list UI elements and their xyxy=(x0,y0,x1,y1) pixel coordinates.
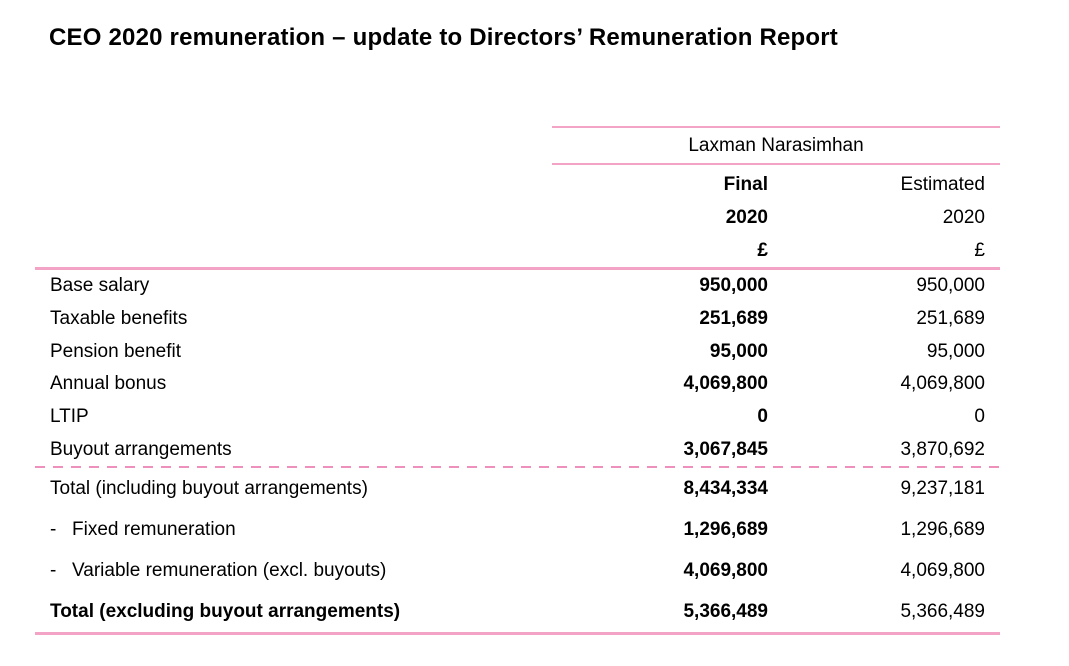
table-row: LTIP 0 0 xyxy=(35,401,1000,434)
table-row: Total (excluding buyout arrangements) 5,… xyxy=(35,591,1000,632)
final-value: 8,434,334 xyxy=(683,477,768,499)
row-label-text: Variable remuneration (excl. buyouts) xyxy=(72,559,387,581)
row-label: Pension benefit xyxy=(50,340,181,362)
column-header-spacer xyxy=(35,168,552,267)
final-value: 3,067,845 xyxy=(683,438,768,460)
table-row: - Variable remuneration (excl. buyouts) 4… xyxy=(35,550,1000,591)
group-header-spacer xyxy=(35,126,552,165)
row-label: Total (including buyout arrangements) xyxy=(35,478,552,500)
page-title: CEO 2020 remuneration – update to Direct… xyxy=(49,24,838,51)
row-label: Base salary xyxy=(50,275,150,297)
row-label: - Variable remuneration (excl. buyouts) xyxy=(35,560,552,582)
dashed-divider xyxy=(35,466,1000,469)
column-header-estimated-line2: 2020 xyxy=(942,207,985,228)
estimated-value: 4,069,800 xyxy=(900,373,985,395)
final-value: 1,296,689 xyxy=(683,518,768,540)
column-header-row: Final 2020 £ Estimated 2020 £ xyxy=(35,165,1000,270)
row-label-prefix: - xyxy=(50,559,57,581)
final-value: 0 xyxy=(757,406,768,428)
column-header-final: Final 2020 £ xyxy=(552,168,768,267)
estimated-value: 3,870,692 xyxy=(900,438,985,460)
row-label-prefix: - xyxy=(50,518,57,540)
group-header: Laxman Narasimhan xyxy=(552,126,1000,165)
estimated-value: 5,366,489 xyxy=(900,600,985,622)
row-label: Total (excluding buyout arrangements) xyxy=(35,601,552,623)
table-row: Base salary 950,000 950,000 xyxy=(35,270,1000,303)
column-header-final-line1: Final xyxy=(723,174,768,195)
row-label: - Fixed remuneration xyxy=(35,519,552,541)
final-value: 95,000 xyxy=(709,340,768,362)
estimated-value: 0 xyxy=(974,406,985,428)
row-label-text: Total (including buyout arrangements) xyxy=(50,477,368,499)
estimated-value: 1,296,689 xyxy=(900,518,985,540)
table-row: Pension benefit 95,000 95,000 xyxy=(35,335,1000,368)
remuneration-table: Laxman Narasimhan Final 2020 £ Estimated… xyxy=(35,126,1000,636)
row-label: Annual bonus xyxy=(50,373,167,395)
row-label-text: Total (excluding buyout arrangements) xyxy=(50,600,401,622)
estimated-value: 950,000 xyxy=(916,275,985,297)
row-label: Buyout arrangements xyxy=(50,438,232,460)
column-header-estimated: Estimated 2020 £ xyxy=(768,168,1000,267)
table-row: Taxable benefits 251,689 251,689 xyxy=(35,303,1000,336)
estimated-value: 95,000 xyxy=(926,340,985,362)
table-row: - Fixed remuneration 1,296,689 1,296,689 xyxy=(35,509,1000,550)
estimated-value: 4,069,800 xyxy=(900,559,985,581)
estimated-value: 9,237,181 xyxy=(900,477,985,499)
table-row: Total (including buyout arrangements) 8,… xyxy=(35,468,1000,509)
estimated-value: 251,689 xyxy=(916,308,985,330)
final-value: 5,366,489 xyxy=(683,600,768,622)
row-label: Taxable benefits xyxy=(50,308,188,330)
column-header-estimated-line1: Estimated xyxy=(900,174,985,195)
totals-section: Total (including buyout arrangements) 8,… xyxy=(35,468,1000,636)
table-row: Annual bonus 4,069,800 4,069,800 xyxy=(35,368,1000,401)
column-header-final-line2: 2020 xyxy=(725,207,768,228)
column-header-estimated-line3: £ xyxy=(974,240,985,261)
table-row: Buyout arrangements 3,067,845 3,870,692 xyxy=(35,433,1000,466)
group-header-row: Laxman Narasimhan xyxy=(35,126,1000,165)
final-value: 251,689 xyxy=(699,308,768,330)
final-value: 950,000 xyxy=(699,275,768,297)
row-label: LTIP xyxy=(50,406,89,428)
column-header-final-line3: £ xyxy=(757,240,768,261)
final-value: 4,069,800 xyxy=(683,559,768,581)
row-label-text: Fixed remuneration xyxy=(72,518,236,540)
final-value: 4,069,800 xyxy=(683,373,768,395)
